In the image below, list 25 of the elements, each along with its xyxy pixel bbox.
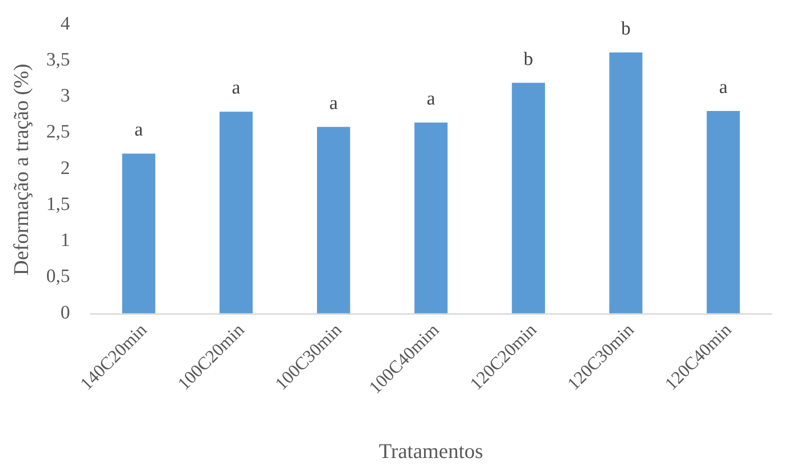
bar: [706, 110, 740, 314]
y-tick-label: 0: [60, 302, 70, 324]
annotation: a: [329, 92, 338, 114]
y-tick-label: 0,5: [46, 266, 70, 288]
annotation: a: [719, 76, 728, 98]
bar: [414, 122, 448, 314]
bar: [220, 112, 253, 314]
y-tick-label: 3,5: [46, 49, 70, 70]
annotation: a: [426, 88, 436, 110]
y-tick-label: 2,5: [46, 122, 70, 143]
bar: [609, 52, 642, 314]
bar: [512, 82, 545, 314]
bar: [122, 154, 156, 314]
annotation: a: [134, 120, 144, 141]
y-tick-label: 2: [60, 158, 70, 179]
y-tick-label: 3: [60, 86, 70, 107]
y-tick-label: 1: [60, 230, 70, 252]
y-tick-label: 4: [60, 13, 70, 34]
y-tick-label: 1,5: [46, 194, 70, 215]
annotation: a: [232, 78, 241, 99]
annotation: b: [621, 18, 631, 40]
bar: [317, 126, 350, 314]
x-axis-title: Tratamentos: [378, 439, 484, 463]
annotation: b: [524, 48, 534, 70]
y-axis-title: Deformação a tração (%): [9, 64, 33, 276]
